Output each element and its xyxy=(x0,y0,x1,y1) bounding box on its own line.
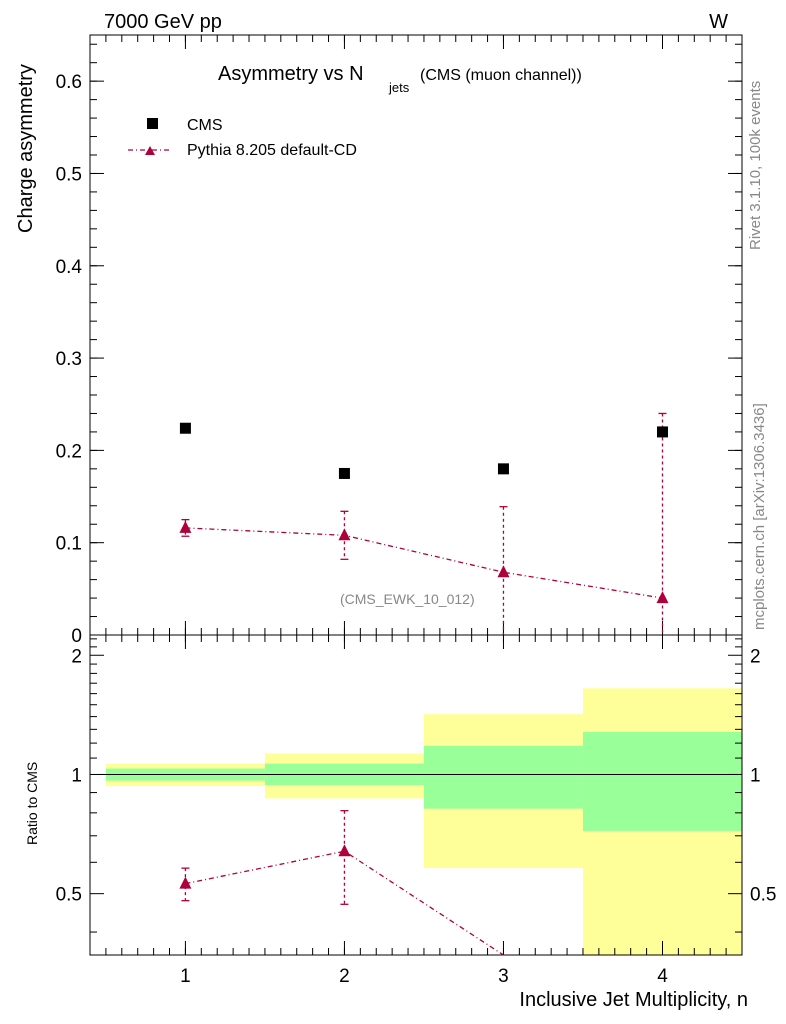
data-point xyxy=(179,422,191,434)
ratio-ytick-label-right: 2 xyxy=(750,646,761,667)
main-ytick-label: 0.1 xyxy=(56,534,82,555)
process-label: W xyxy=(709,11,728,33)
ratio-ylabel: Ratio to CMS xyxy=(24,762,40,845)
ratio-band-inner-3 xyxy=(423,745,583,809)
main-panel: 0 0.1 0.2 0.3 0.4 0.5 0.6 xyxy=(56,34,743,647)
main-ytick-label: 0.5 xyxy=(56,164,82,185)
data-point xyxy=(338,467,350,479)
main-ylabel: Charge asymmetry xyxy=(15,64,37,233)
plot-title: Asymmetry vs N xyxy=(218,63,364,85)
legend-mc-label: Pythia 8.205 default-CD xyxy=(187,142,357,159)
ratio-ytick-label-right: 1 xyxy=(750,765,761,786)
legend-data-marker xyxy=(147,118,158,129)
mc-point xyxy=(656,591,669,604)
plot-title-main: Asymmetry vs N xyxy=(218,63,364,85)
ratio-ytick-label-left: 1 xyxy=(71,765,82,786)
mc-series-line xyxy=(185,527,663,599)
legend-mc-marker xyxy=(145,146,155,155)
watermark-mcplots: mcplots.cern.ch [arXiv:1306.3436] xyxy=(751,403,768,630)
ratio-panel: 1 2 3 4 0.5 0.5 1 1 2 2 xyxy=(56,634,776,987)
ratio-xtick-label: 3 xyxy=(498,966,509,987)
watermark-rivet: Rivet 3.1.10, 100k events xyxy=(747,81,764,250)
ratio-series-line xyxy=(185,850,504,956)
ratio-xtick-label: 2 xyxy=(339,966,350,987)
analysis-id: (CMS_EWK_10_012) xyxy=(340,591,475,607)
main-ytick-label: 0.6 xyxy=(56,72,82,93)
mc-point xyxy=(338,528,351,541)
mc-point xyxy=(179,520,192,533)
legend-data-label: CMS xyxy=(187,117,223,134)
ratio-xtick-label: 4 xyxy=(657,966,668,987)
data-point xyxy=(656,426,668,438)
main-ytick-label: 0 xyxy=(71,626,82,647)
ratio-point xyxy=(338,844,351,857)
main-ytick-label: 0.3 xyxy=(56,349,82,370)
plot-title-sub: jets xyxy=(388,80,410,95)
ratio-point xyxy=(179,876,192,889)
ratio-ytick-label-left: 0.5 xyxy=(56,885,82,906)
ratio-frame xyxy=(89,634,743,956)
ratio-ytick-label-right: 0.5 xyxy=(750,885,776,906)
main-ytick-label: 0.4 xyxy=(56,257,83,278)
ratio-xtick-label: 1 xyxy=(180,966,191,987)
main-ytick-label: 0.2 xyxy=(56,441,82,462)
mc-point xyxy=(497,565,510,578)
ratio-ytick-label-left: 2 xyxy=(71,646,82,667)
plot-title-extra: (CMS (muon channel)) xyxy=(420,67,582,84)
energy-label: 7000 GeV pp xyxy=(104,11,222,33)
ratio-band-inner-4 xyxy=(582,732,742,831)
data-point xyxy=(497,463,509,475)
ratio-xlabel: Inclusive Jet Multiplicity, n xyxy=(519,989,748,1011)
